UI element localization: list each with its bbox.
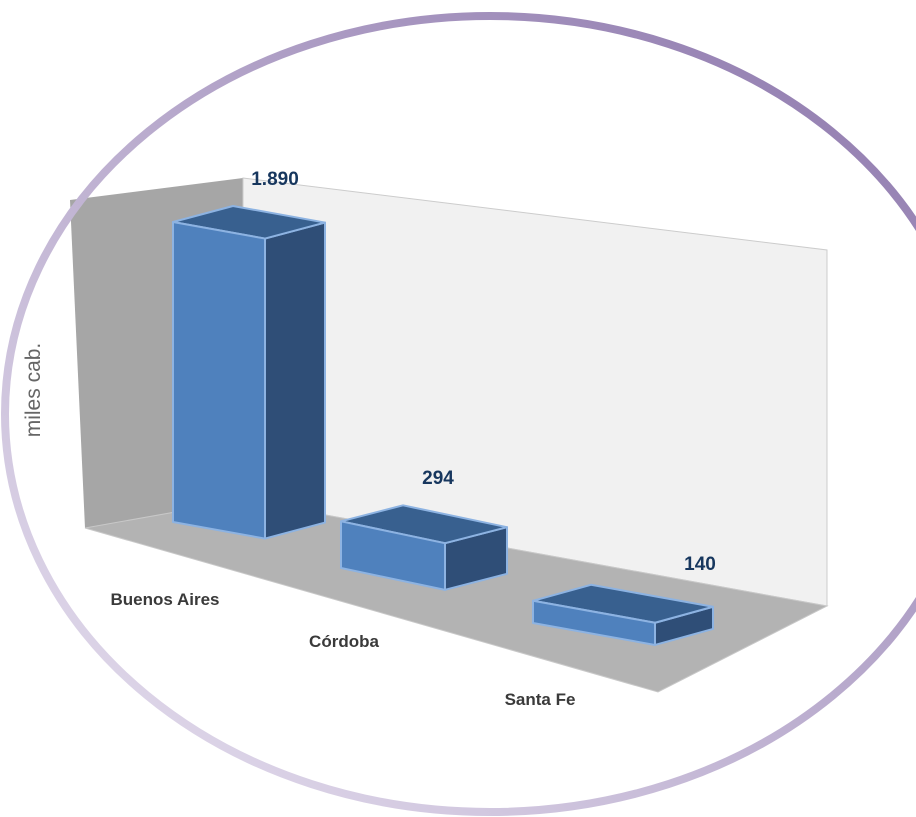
frame-ring [1, 12, 916, 816]
x-tick-label: Buenos Aires [111, 590, 220, 609]
data-label: 1.890 [251, 169, 299, 190]
bars-group: 1.890 Buenos Aires 294 Córdoba 140 Santa Fe [111, 169, 716, 709]
bar [172, 221, 266, 540]
bar [340, 520, 446, 591]
bar-side [264, 221, 326, 540]
bar [532, 599, 656, 646]
data-label: 140 [684, 554, 716, 575]
data-label: 294 [422, 468, 454, 489]
x-tick-label: Santa Fe [505, 690, 576, 709]
x-tick-label: Córdoba [309, 632, 379, 651]
y-axis-label: miles cab. [22, 343, 45, 438]
